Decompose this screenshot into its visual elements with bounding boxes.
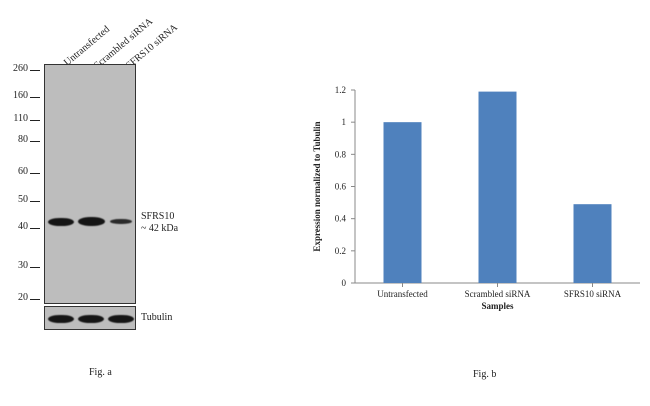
tubulin-label: Tubulin bbox=[141, 312, 173, 323]
band-scrambled bbox=[78, 217, 105, 226]
mw-tick bbox=[30, 120, 40, 121]
chart-bars bbox=[383, 91, 612, 283]
mw-tick bbox=[30, 141, 40, 142]
x-axis-title: Samples bbox=[481, 301, 514, 311]
mw-tick bbox=[30, 267, 40, 268]
mw-label-40: 40 bbox=[18, 221, 28, 232]
fig-a-caption: Fig. a bbox=[89, 367, 112, 378]
y-tick-label: 1 bbox=[342, 117, 347, 127]
target-label: SFRS10 bbox=[141, 211, 175, 222]
mw-tick bbox=[30, 173, 40, 174]
blot-main-panel bbox=[44, 64, 136, 304]
mw-tick bbox=[30, 97, 40, 98]
x-tick-label: SFRS10 siRNA bbox=[564, 289, 622, 299]
mw-tick bbox=[30, 201, 40, 202]
band-tubulin-untransfected bbox=[48, 315, 74, 323]
mw-label-80: 80 bbox=[18, 134, 28, 145]
y-tick-label: 0.2 bbox=[335, 246, 346, 256]
y-tick-label: 0.8 bbox=[335, 149, 347, 159]
y-tick-label: 0.4 bbox=[335, 214, 347, 224]
y-tick-label: 0.6 bbox=[335, 182, 347, 192]
bar-2 bbox=[573, 204, 612, 283]
y-tick-label: 1.2 bbox=[335, 85, 346, 95]
chart-labels: 0 0.2 0.4 0.6 0.8 1 1.2 Untransfected Scrambled … bbox=[312, 85, 622, 311]
bar-0 bbox=[383, 122, 422, 283]
target-size-label: ~ 42 kDa bbox=[141, 223, 179, 234]
x-tick-label: Scrambled siRNA bbox=[465, 289, 531, 299]
mw-label-50: 50 bbox=[18, 194, 28, 205]
band-tubulin-scrambled bbox=[78, 315, 104, 323]
y-axis-title: Expression normalized to Tubulin bbox=[312, 121, 322, 251]
mw-tick bbox=[30, 228, 40, 229]
mw-label-60: 60 bbox=[18, 166, 28, 177]
mw-label-160: 160 bbox=[13, 90, 28, 101]
mw-label-260: 260 bbox=[13, 63, 28, 74]
x-tick-label: Untransfected bbox=[377, 289, 428, 299]
mw-label-20: 20 bbox=[18, 292, 28, 303]
mw-label-30: 30 bbox=[18, 260, 28, 271]
bar-1 bbox=[478, 91, 517, 283]
fig-b-caption: Fig. b bbox=[473, 369, 497, 380]
mw-label-110: 110 bbox=[13, 113, 28, 124]
blot-tubulin-panel bbox=[44, 306, 136, 330]
band-sfrs10-sirna bbox=[110, 219, 132, 224]
mw-tick bbox=[30, 299, 40, 300]
band-untransfected bbox=[48, 218, 74, 226]
bar-chart: 0 0.2 0.4 0.6 0.8 1 1.2 Untransfected Scrambled … bbox=[312, 85, 640, 311]
mw-tick bbox=[30, 70, 40, 71]
y-tick-label: 0 bbox=[342, 278, 347, 288]
band-tubulin-sfrs10-sirna bbox=[108, 315, 134, 323]
